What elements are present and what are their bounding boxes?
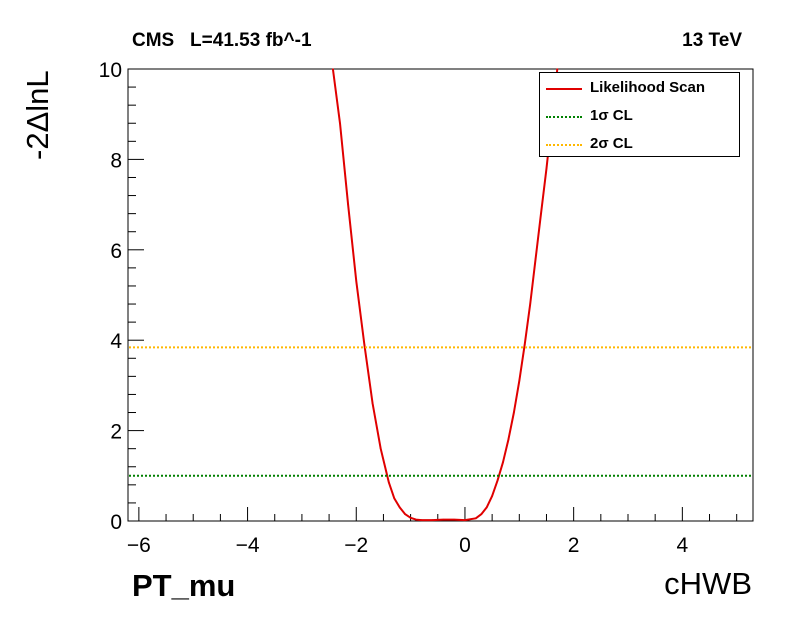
major-ticks — [128, 68, 683, 522]
y-tick-label: 10 — [99, 59, 122, 82]
likelihood-scan-point — [453, 518, 455, 521]
y-tick-label: 2 — [110, 421, 122, 444]
figure-label: PT_mu — [132, 568, 236, 603]
legend-label-1sigma: 1σ CL — [590, 107, 633, 124]
legend-swatch-likelihood — [546, 88, 582, 90]
series-layer — [129, 68, 752, 522]
likelihood-scan-point — [523, 343, 526, 346]
likelihood-scan-point — [534, 258, 537, 260]
likelihood-scan-point — [518, 380, 521, 382]
experiment-lumi-label: CMS L=41.53 fb^-1 — [132, 30, 312, 51]
legend-entry-2sigma: 2σ CL — [540, 135, 739, 155]
x-tick-label: −2 — [344, 534, 368, 557]
likelihood-scan-point — [491, 495, 493, 497]
likelihood-scan-point — [556, 68, 559, 70]
likelihood-scan-point — [496, 479, 499, 482]
likelihood-scan-point — [415, 518, 417, 521]
x-tick-label: −6 — [127, 534, 151, 557]
x-axis-label: cHWB — [664, 566, 752, 601]
likelihood-scan-point — [371, 402, 374, 405]
likelihood-scan-point — [409, 517, 412, 519]
x-tick-label: 4 — [677, 534, 689, 557]
likelihood-scan-point — [355, 280, 358, 283]
legend-entry-likelihood: Likelihood Scan — [540, 79, 739, 99]
likelihood-scan-point — [379, 447, 382, 450]
likelihood-scan-point — [513, 411, 515, 414]
likelihood-scan-point — [404, 513, 406, 516]
likelihood-scan-point — [420, 519, 423, 521]
likelihood-scan-point — [398, 506, 401, 509]
likelihood-scan-point — [545, 167, 548, 170]
likelihood-scan-point — [475, 517, 477, 520]
energy-label: 13 TeV — [682, 30, 742, 51]
likelihood-scan-point — [347, 203, 349, 206]
y-tick-label: 4 — [110, 330, 122, 353]
likelihood-scan-point — [363, 343, 366, 346]
likelihood-scan-point — [388, 481, 390, 484]
likelihood-scan-point — [442, 518, 445, 521]
x-tick-label: 2 — [568, 534, 580, 557]
legend-label-2sigma: 2σ CL — [590, 135, 633, 152]
likelihood-scan-point — [540, 212, 542, 215]
legend-label-likelihood: Likelihood Scan — [590, 79, 706, 96]
legend-entry-1sigma: 1σ CL — [540, 107, 739, 127]
y-axis-label: -2ΔlnL — [20, 70, 55, 160]
likelihood-scan-point — [393, 497, 396, 500]
legend-swatch-1sigma — [546, 116, 582, 118]
x-tick-label: 0 — [459, 534, 471, 557]
likelihood-scan-point — [529, 303, 531, 305]
y-tick-label: 8 — [110, 149, 122, 172]
likelihood-scan-line — [331, 68, 559, 522]
likelihood-scan-point — [502, 461, 504, 464]
tick-labels: −6 −4 −2 0 2 4 0 2 4 6 8 10 — [99, 59, 689, 557]
likelihood-scan-point — [480, 513, 483, 516]
likelihood-scan-point — [431, 519, 434, 521]
y-tick-label: 0 — [110, 511, 122, 534]
likelihood-scan-point — [339, 122, 341, 125]
legend: Likelihood Scan 1σ CL 2σ CL — [539, 72, 740, 157]
y-tick-label: 6 — [110, 240, 122, 263]
likelihood-scan-point — [507, 438, 510, 441]
x-tick-label: −4 — [236, 534, 260, 557]
likelihood-scan-point — [485, 506, 488, 509]
likelihood-scan-point — [464, 519, 466, 521]
legend-swatch-2sigma — [546, 144, 582, 146]
likelihood-scan-point — [332, 68, 334, 70]
